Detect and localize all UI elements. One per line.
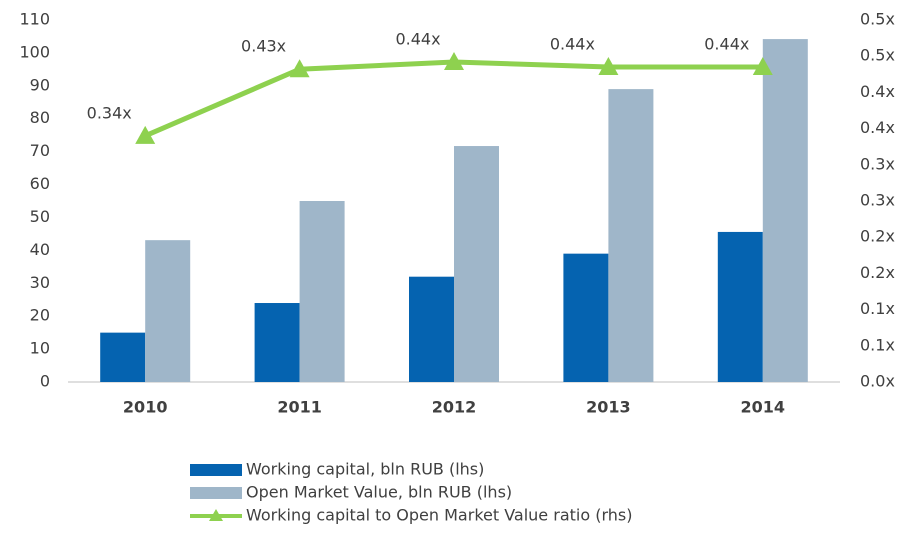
bar [762, 39, 808, 382]
x-tick-label: 2012 [432, 398, 477, 417]
bar [409, 276, 454, 382]
y-tick-label: 40 [30, 240, 50, 259]
y2-tick-label: 0.2x [860, 227, 895, 246]
data-label: 0.34x [87, 103, 132, 122]
x-tick-label: 2013 [586, 398, 631, 417]
bar [608, 89, 654, 382]
data-label: 0.44x [550, 35, 595, 54]
y-tick-label: 110 [19, 10, 50, 29]
line-marker [598, 57, 619, 76]
x-tick-label: 2011 [277, 398, 322, 417]
y2-tick-label: 0.1x [860, 335, 895, 354]
y-tick-label: 10 [30, 339, 50, 358]
x-tick-label: 2014 [741, 398, 786, 417]
y2-tick-label: 0.3x [860, 154, 895, 173]
x-tick-label: 2010 [123, 398, 168, 417]
y-tick-label: 50 [30, 207, 50, 226]
y2-tick-label: 0.5x [860, 10, 895, 29]
line-marker [752, 57, 773, 76]
bar [254, 303, 300, 382]
data-label: 0.44x [395, 29, 440, 48]
bar [299, 201, 345, 382]
legend-swatch [190, 464, 242, 476]
bar [717, 231, 763, 382]
y2-tick-label: 0.3x [860, 191, 895, 210]
line-marker [444, 51, 464, 70]
y-tick-label: 0 [40, 372, 50, 391]
line [144, 59, 763, 139]
legend-label: Working capital to Open Market Value rat… [246, 506, 632, 525]
y-tick-label: 70 [30, 141, 50, 160]
y2-tick-label: 0.2x [860, 263, 895, 282]
y-tick-label: 90 [30, 75, 50, 94]
data-label: 0.44x [704, 35, 749, 54]
y2-tick-label: 0.0x [860, 372, 895, 391]
line-marker [289, 59, 310, 78]
data-label: 0.43x [241, 37, 286, 56]
y2-tick-label: 0.5x [860, 46, 895, 65]
legend-marker [209, 509, 223, 521]
y2-tick-label: 0.4x [860, 82, 895, 101]
y-tick-label: 60 [30, 174, 50, 193]
y2-tick-label: 0.4x [860, 118, 895, 137]
line-marker [135, 125, 156, 144]
legend-label: Open Market Value, bln RUB (lhs) [246, 483, 512, 502]
y-tick-label: 20 [30, 306, 50, 325]
y-tick-label: 100 [19, 42, 50, 61]
bar [563, 253, 609, 382]
legend-label: Working capital, bln RUB (lhs) [246, 460, 484, 479]
bar [100, 332, 146, 382]
legend-swatch [190, 487, 242, 499]
y-tick-label: 80 [30, 108, 50, 127]
bar [145, 240, 191, 382]
bar [454, 146, 499, 382]
y-tick-label: 30 [30, 273, 50, 292]
y2-tick-label: 0.1x [860, 299, 895, 318]
